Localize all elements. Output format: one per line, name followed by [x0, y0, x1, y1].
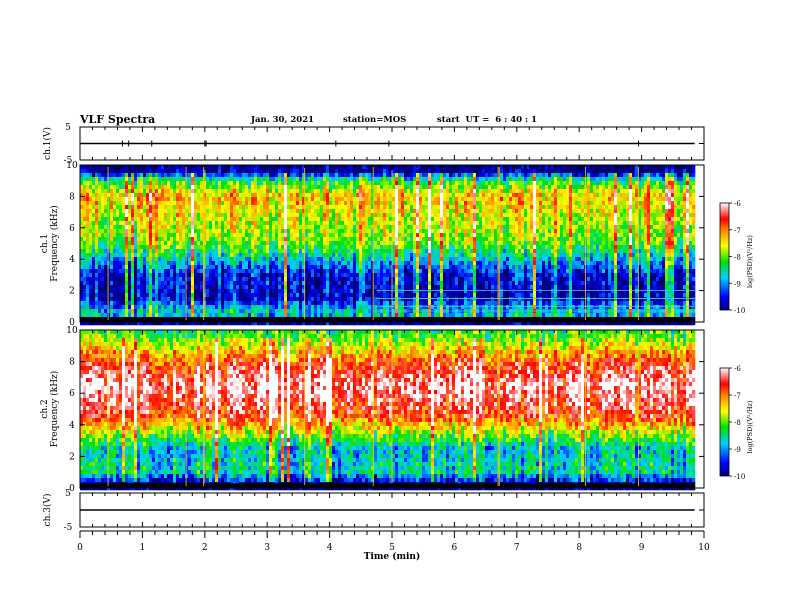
x-tick-label: 1 — [140, 543, 146, 553]
x-axis-label: Time (min) — [364, 551, 421, 562]
figure-title: VLF Spectra — [80, 113, 156, 126]
y-tick-label: 8 — [69, 358, 75, 368]
x-tick-label: 4 — [327, 543, 333, 553]
colorbar-gradient — [719, 202, 730, 311]
colorbar-tick-label: -9 — [734, 446, 741, 454]
y-axis-frequency-label: Frequency (kHz) — [49, 371, 60, 448]
start-time-label: start UT = 6 : 40 : 1 — [437, 115, 538, 125]
colorbar-tick-label: -6 — [734, 365, 741, 373]
x-tick-label: 10 — [698, 543, 710, 553]
x-tick-label: 8 — [576, 543, 582, 553]
low-freq-band — [80, 483, 695, 488]
date-label: Jan. 30, 2021 — [251, 115, 315, 125]
colorbar-tick-label: -8 — [734, 419, 741, 427]
colorbar-tick-label: -9 — [734, 280, 741, 288]
y-tick-label: -5 — [64, 523, 73, 533]
y-tick-label: 0 — [69, 318, 75, 328]
y-axis-label: ch.3(V) — [42, 494, 53, 527]
y-axis-channel-label: ch.2 — [40, 399, 50, 418]
y-tick-label: 0 — [69, 484, 75, 494]
x-tick-label: 2 — [202, 543, 208, 553]
waveform-panel-0: 5 -5 ch.1(V) — [42, 123, 705, 166]
y-tick-label: 8 — [69, 192, 75, 202]
y-tick-label: 5 — [65, 123, 71, 133]
y-tick-label: 4 — [69, 255, 75, 265]
spectrogram-panel-1: 0 2 4 6 8 10 ch.1 Frequency (kHz) — [40, 161, 705, 328]
x-tick-label: 7 — [514, 543, 520, 553]
spectrogram-cells — [80, 330, 696, 491]
x-tick-label: 6 — [452, 543, 458, 553]
y-tick-label: 4 — [69, 421, 75, 431]
x-tick-label: 3 — [264, 543, 270, 553]
y-tick-label: 6 — [69, 224, 75, 234]
colorbar-tick-label: -6 — [734, 200, 741, 208]
spectrogram-panel-2: 0 2 4 6 8 10 ch.2 Frequency (kHz) — [40, 326, 705, 494]
low-freq-band — [80, 317, 695, 322]
y-tick-label: 10 — [66, 326, 78, 336]
colorbar-tick-label: -8 — [734, 254, 741, 262]
y-tick-label: 6 — [69, 389, 75, 399]
y-axis-label: ch.1(V) — [42, 127, 53, 160]
colorbar-tick-label: -10 — [734, 473, 745, 481]
colorbar-tick-label: -7 — [734, 227, 741, 235]
colorbar-label: log(PSD)(V²/Hz) — [746, 235, 754, 288]
colorbar-label: log(PSD)(V²/Hz) — [746, 400, 754, 453]
spectrogram-cells — [80, 165, 696, 326]
y-tick-label: 2 — [69, 287, 75, 297]
y-tick-label: -5 — [64, 156, 73, 166]
y-axis-channel-label: ch.1 — [40, 234, 50, 253]
x-tick-label: 9 — [639, 543, 645, 553]
colorbar-2: -6 -7 -8 -9 -10 log(PSD)(V²/Hz) — [719, 365, 754, 481]
x-tick-label: 5 — [389, 543, 395, 553]
y-tick-label: 10 — [66, 161, 78, 171]
y-axis-frequency-label: Frequency (kHz) — [49, 205, 60, 282]
colorbar-1: -6 -7 -8 -9 -10 log(PSD)(V²/Hz) — [719, 200, 754, 315]
y-tick-label: 2 — [69, 452, 75, 462]
y-tick-label: 5 — [65, 489, 71, 499]
colorbar-tick-label: -10 — [734, 307, 745, 315]
station-label: station=MOS — [343, 115, 407, 125]
colorbar-gradient — [719, 367, 730, 477]
x-tick-label: 0 — [77, 543, 83, 553]
waveform-panel-3: 5 -5 ch.3(V) — [42, 489, 705, 533]
colorbar-tick-label: -7 — [734, 392, 741, 400]
